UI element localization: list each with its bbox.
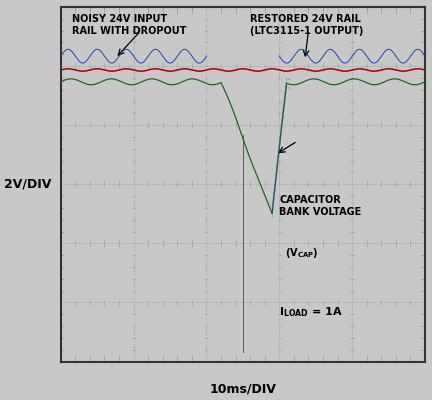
Text: (V$_{\mathregular{CAP}}$): (V$_{\mathregular{CAP}}$) <box>285 246 318 260</box>
Text: 2V/DIV: 2V/DIV <box>4 178 52 191</box>
Text: 10ms/DIV: 10ms/DIV <box>210 383 276 396</box>
Text: I$_{\mathregular{LOAD}}$ = 1A: I$_{\mathregular{LOAD}}$ = 1A <box>280 305 343 319</box>
Text: RESTORED 24V RAIL
(LTC3115-1 OUTPUT): RESTORED 24V RAIL (LTC3115-1 OUTPUT) <box>250 14 364 36</box>
Text: NOISY 24V INPUT
RAIL WITH DROPOUT: NOISY 24V INPUT RAIL WITH DROPOUT <box>72 14 186 36</box>
Text: CAPACITOR
BANK VOLTAGE: CAPACITOR BANK VOLTAGE <box>280 195 362 217</box>
